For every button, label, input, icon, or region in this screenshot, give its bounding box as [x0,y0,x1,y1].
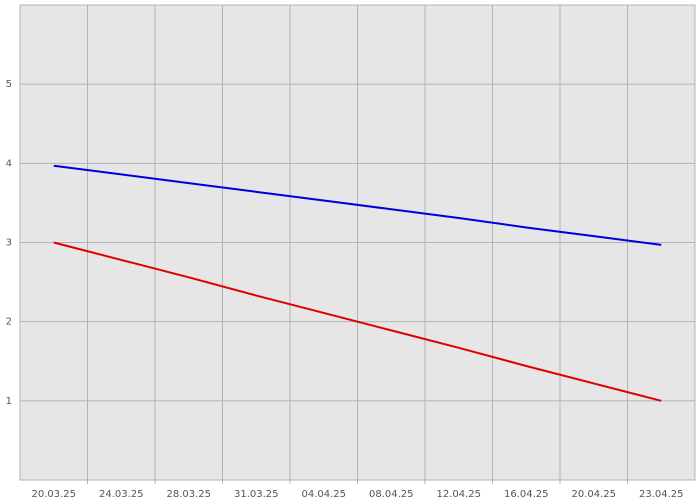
x-tick-label: 28.03.25 [166,489,211,500]
y-tick-label: 4 [6,158,12,169]
x-tick-label: 08.04.25 [369,489,414,500]
x-tick-label: 12.04.25 [436,489,481,500]
y-tick-label: 1 [6,396,12,407]
y-tick-label: 2 [6,317,12,328]
x-tick-label: 20.03.25 [31,489,76,500]
x-tick-label: 20.04.25 [571,489,616,500]
series-line [53,241,662,402]
x-tick-label: 24.03.25 [99,489,144,500]
series-line [53,164,662,246]
x-tick-label: 04.04.25 [301,489,346,500]
x-tick-label: 16.04.25 [504,489,549,500]
y-tick-label: 3 [6,238,12,249]
x-tick-label: 23.04.25 [639,489,684,500]
x-tick-label: 31.03.25 [234,489,279,500]
y-tick-label: 5 [6,79,12,90]
